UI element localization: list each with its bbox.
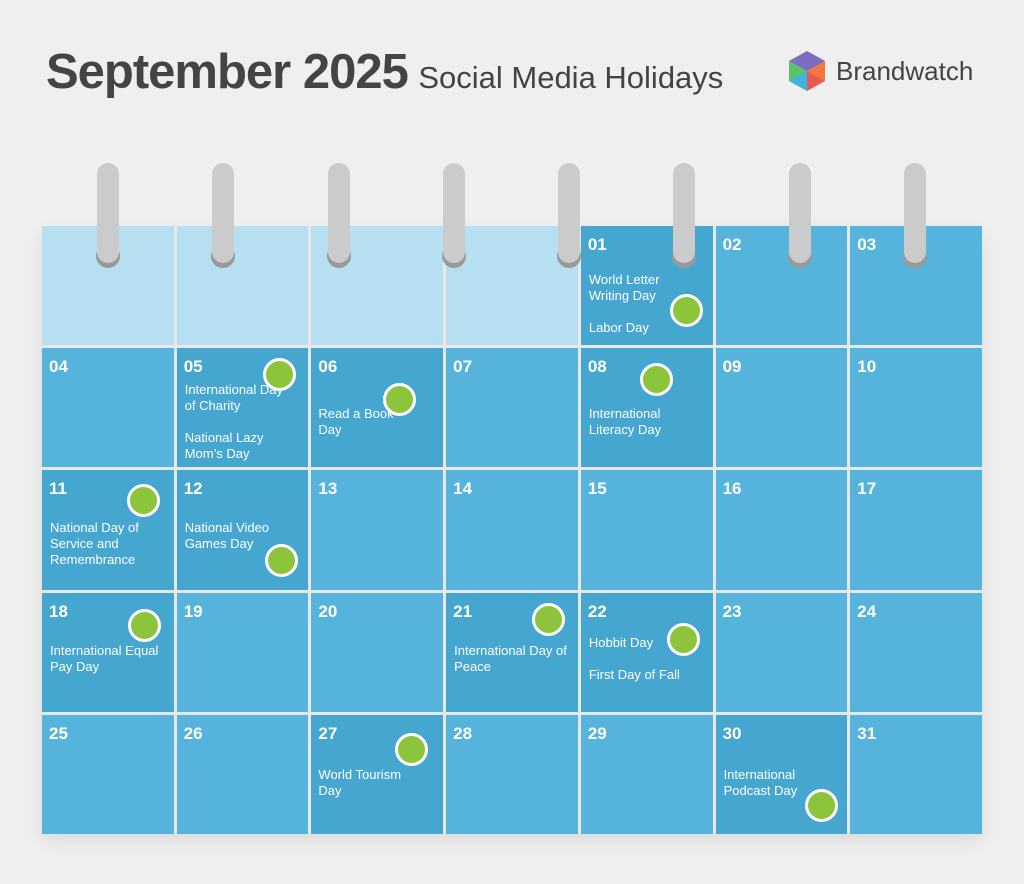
day-cell-25: 25 [42, 714, 174, 834]
day-cell-08: 08 International Literacy Day [580, 348, 713, 468]
day-number: 22 [587, 601, 607, 621]
day-number: 13 [318, 479, 338, 499]
event-label: International Equal Pay Day [50, 642, 159, 674]
day-number: 03 [857, 235, 877, 254]
day-number: 06 [318, 357, 338, 377]
day-cell-28: 28 [446, 714, 578, 834]
day-number: 04 [49, 357, 68, 377]
day-cell-21: 21 International Day of Peace [446, 592, 578, 712]
brand-logo: Brandwatch [788, 50, 973, 92]
day-number: 31 [857, 723, 877, 743]
day-number: 10 [857, 357, 877, 377]
calendar-grid: 01 World Letter Writing Day Labor Day 02 03 0… [42, 226, 982, 834]
day-cell-03: 03 [850, 226, 982, 346]
day-cell-19: 19 [176, 592, 309, 712]
day-cell-07: 07 [446, 348, 578, 468]
day-cell-29: 29 [580, 714, 713, 834]
day-number: 26 [183, 723, 203, 743]
day-cell-17: 17 [850, 470, 982, 590]
day-number: 07 [453, 357, 473, 377]
event-dot-icon [262, 358, 296, 392]
event-dot-icon [669, 294, 703, 327]
day-number: 09 [722, 357, 742, 377]
day-number: 27 [318, 723, 338, 743]
day-cell-13: 13 [311, 470, 444, 590]
day-number: 11 [49, 479, 67, 499]
day-number: 18 [49, 601, 68, 621]
day-cell-24: 24 [850, 592, 982, 712]
day-cell-18: 18 International Equal Pay Day [42, 592, 174, 712]
day-cell-16: 16 [715, 470, 848, 590]
day-number: 29 [587, 723, 607, 743]
event-label: International Day of Charity [184, 382, 283, 414]
brand-name: Brandwatch [836, 55, 974, 86]
day-cell-23: 23 [715, 592, 848, 712]
day-number: 20 [318, 601, 338, 621]
day-cell-04: 04 [42, 348, 174, 468]
event-dot-icon [395, 732, 429, 766]
page-title: September 2025 [46, 45, 409, 99]
day-number: 23 [722, 601, 742, 621]
event-label: National Video Games Day [184, 520, 270, 552]
event-dot-icon [264, 544, 298, 578]
event-label: International Literacy Day [588, 406, 662, 438]
day-cell-30: 30 International Podcast Day [715, 714, 848, 834]
event-label: Hobbit Day [588, 634, 654, 650]
day-cell-11: 11 National Day of Service and Remembranc… [42, 470, 174, 590]
calendar: 01 World Letter Writing Day Labor Day 02 03 0… [42, 226, 982, 834]
day-cell-10: 10 [850, 348, 982, 468]
day-cell-14: 14 [446, 470, 578, 590]
event-label: International Day of Peace [454, 642, 567, 674]
empty-day-cell [176, 226, 309, 346]
day-cell-12: 12 National Video Games Day [176, 470, 309, 590]
day-cell-27: 27 World Tourism Day [311, 714, 444, 834]
day-number: 01 [587, 235, 607, 254]
day-number: 05 [183, 357, 203, 377]
page-header: September 2025 Social Media Holidays [46, 44, 723, 100]
event-dot-icon [128, 608, 161, 642]
day-cell-31: 31 [850, 714, 982, 834]
day-cell-22: 22 Hobbit Day First Day of Fall [580, 592, 713, 712]
empty-day-cell [446, 226, 578, 346]
event-label: National Day of Service and Remembrance [50, 520, 139, 568]
day-cell-02: 02 [715, 226, 848, 346]
day-number: 12 [183, 479, 203, 499]
day-cell-09: 09 [715, 348, 848, 468]
event-dot-icon [639, 363, 673, 397]
page-subtitle: Social Media Holidays [418, 60, 724, 95]
event-label: Labor Day [588, 320, 649, 335]
event-dot-icon [127, 484, 160, 518]
day-number: 24 [857, 601, 877, 621]
day-number: 19 [183, 601, 203, 621]
brandwatch-hexagon-icon [789, 51, 825, 91]
event-dot-icon [804, 788, 838, 822]
day-number: 25 [49, 723, 68, 743]
day-number: 16 [722, 479, 742, 499]
day-number: 21 [453, 601, 473, 621]
event-label: Read a Book Day [318, 406, 394, 438]
day-number: 17 [857, 479, 877, 499]
event-label: First Day of Fall [588, 666, 680, 682]
day-number: 02 [722, 235, 742, 254]
day-cell-06: 06 Read a Book Day [311, 348, 444, 468]
event-label: World Letter Writing Day [588, 272, 660, 303]
day-cell-26: 26 [176, 714, 309, 834]
day-number: 28 [453, 723, 473, 743]
day-cell-15: 15 [580, 470, 713, 590]
event-label: World Tourism Day [318, 766, 402, 798]
event-dot-icon [383, 383, 417, 417]
day-cell-01: 01 World Letter Writing Day Labor Day [580, 226, 713, 346]
day-number: 14 [453, 479, 473, 499]
day-number: 15 [587, 479, 607, 499]
day-number: 30 [722, 723, 742, 743]
event-dot-icon [666, 622, 700, 656]
event-dot-icon [532, 602, 566, 636]
day-cell-20: 20 [311, 592, 444, 712]
day-number: 08 [587, 357, 607, 377]
day-cell-05: 05 International Day of Charity National L… [176, 348, 309, 468]
event-label: International Podcast Day [723, 766, 798, 798]
empty-day-cell [311, 226, 444, 346]
empty-day-cell [42, 226, 174, 346]
event-label: National Lazy Mom’s Day [184, 430, 264, 462]
